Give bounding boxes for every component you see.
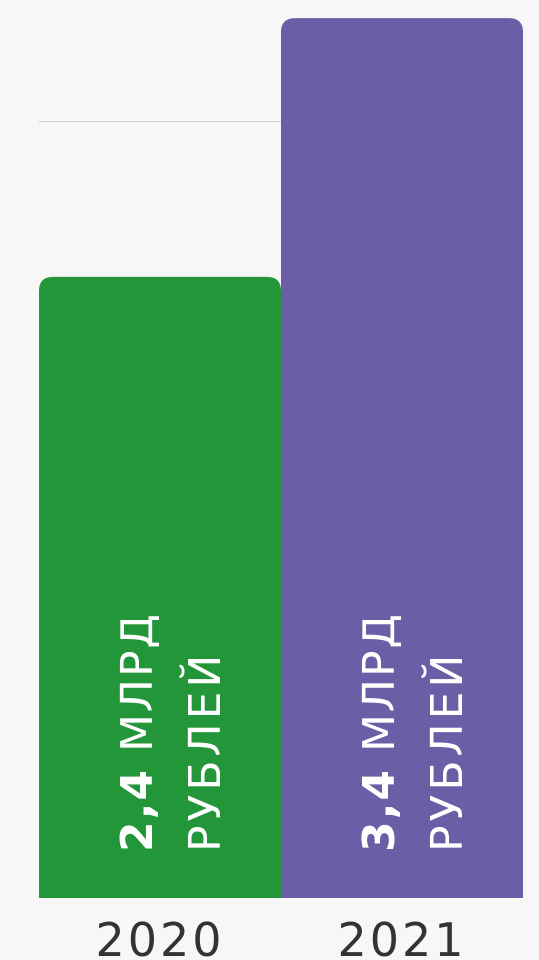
data-label-line2: РУБЛЕЙ bbox=[420, 651, 473, 852]
bar-2020 bbox=[39, 276, 281, 898]
data-label-unit: МЛРД bbox=[112, 612, 163, 768]
x-tick-label-2020: 2020 bbox=[95, 913, 224, 960]
data-label-line2: РУБЛЕЙ bbox=[178, 651, 231, 852]
data-label-2021: 3,4 МЛРД РУБЛЕЙ bbox=[354, 612, 473, 852]
bar-2021 bbox=[281, 18, 523, 898]
x-tick-label-2021: 2021 bbox=[337, 913, 466, 960]
data-label-value: 3,4 bbox=[354, 768, 405, 852]
data-label-line1: 3,4 МЛРД bbox=[354, 612, 405, 852]
data-label-line1: 2,4 МЛРД bbox=[112, 612, 163, 852]
data-label-2020: 2,4 МЛРД РУБЛЕЙ bbox=[112, 612, 231, 852]
data-label-unit: МЛРД bbox=[354, 612, 405, 768]
data-label-value: 2,4 bbox=[112, 768, 163, 852]
